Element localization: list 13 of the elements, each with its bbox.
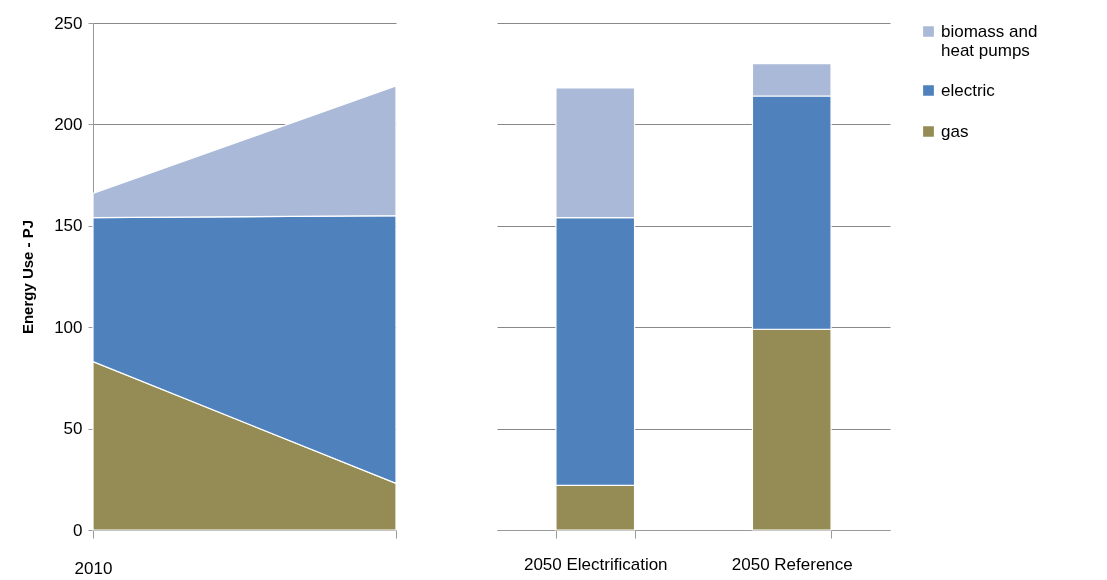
- y-tick-label: 50: [63, 419, 83, 439]
- y-axis-title: Energy Use - PJ: [19, 219, 37, 335]
- y-tick-label: 100: [54, 317, 83, 337]
- x-tick-label: 2050 Reference: [731, 554, 853, 574]
- y-tick-label: 200: [54, 114, 83, 134]
- legend-label: biomass and heat pumps: [941, 21, 1038, 60]
- x-tick-label: 2050 Electrification: [523, 554, 668, 574]
- y-tick-label: 0: [73, 520, 83, 540]
- y-tick-label: 150: [54, 216, 83, 236]
- y-tick-label: 250: [54, 13, 83, 33]
- legend-label: electric: [941, 80, 996, 100]
- legend-label: gas: [941, 121, 969, 141]
- x-tick-label: 2010: [74, 558, 113, 578]
